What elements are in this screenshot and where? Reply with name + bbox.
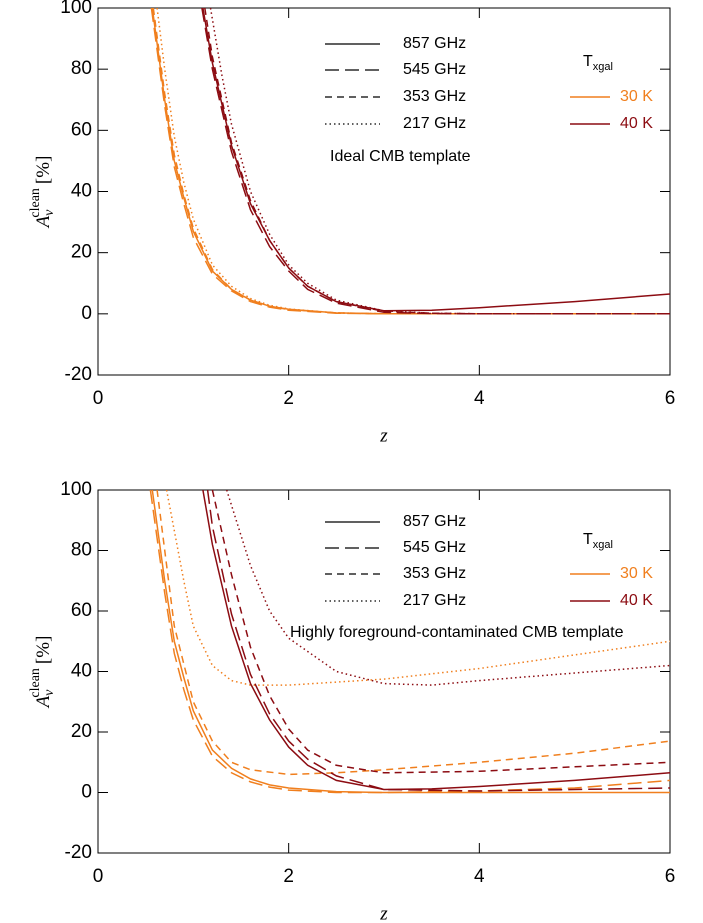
legend-label: 545 GHz	[403, 539, 466, 556]
legend-title-subscript: xgal	[593, 61, 613, 73]
legend-label: 353 GHz	[403, 88, 466, 105]
x-axis-label: z	[379, 425, 388, 446]
series-line	[209, 8, 670, 315]
y-label-symbol: A	[33, 695, 54, 709]
legend-title-subscript: xgal	[593, 539, 613, 551]
legend-label: 30 K	[620, 565, 653, 582]
legend-title-symbol: T	[583, 53, 593, 70]
x-axis-label: z	[379, 903, 388, 923]
series-line	[149, 490, 670, 794]
series-line	[211, 490, 670, 774]
y-tick-label: 100	[60, 479, 92, 500]
x-tick-label: 2	[283, 866, 294, 887]
y-label-superscript: clean	[28, 668, 43, 698]
y-tick-label: 40	[71, 661, 92, 682]
plot-frame	[97, 7, 671, 376]
y-label-unit: [%]	[33, 636, 54, 664]
y-label-symbol: A	[33, 215, 54, 229]
legend-label: 30 K	[620, 88, 653, 105]
legend-label: 40 K	[620, 115, 653, 132]
y-tick-label: 100	[60, 0, 92, 18]
series-line	[156, 490, 670, 776]
y-axis-label: Aνclean [%]	[28, 636, 57, 710]
x-tick-label: 4	[474, 866, 485, 887]
series-line	[202, 490, 670, 791]
legend-label: 217 GHz	[403, 592, 466, 609]
y-tick-label: 40	[71, 181, 92, 202]
x-tick-label: 4	[474, 388, 485, 409]
legend-label: 545 GHz	[403, 61, 466, 78]
y-tick-label: 60	[71, 600, 92, 621]
series-line	[206, 490, 670, 792]
x-tick-label: 0	[93, 866, 104, 887]
annotation: Highly foreground-contaminated CMB templ…	[290, 624, 624, 641]
y-tick-label: 0	[81, 303, 92, 324]
y-axis-label: Aνclean [%]	[28, 156, 57, 230]
legend-title: Txgal	[583, 531, 613, 551]
y-label-subscript: ν	[42, 689, 57, 696]
legend-label: 353 GHz	[403, 565, 466, 582]
series-line	[201, 8, 670, 315]
legend-label: 857 GHz	[403, 513, 466, 530]
annotation: Ideal CMB template	[330, 148, 471, 165]
legend-label: 40 K	[620, 592, 653, 609]
legend-title: Txgal	[583, 53, 613, 73]
series-line	[225, 490, 670, 686]
y-tick-label: 0	[81, 782, 92, 803]
y-tick-label: 20	[71, 721, 92, 742]
y-label-subscript: ν	[42, 209, 57, 216]
y-tick-label: 60	[71, 119, 92, 140]
y-tick-label: 80	[71, 58, 92, 79]
y-label-superscript: clean	[28, 188, 43, 218]
legend-label: 217 GHz	[403, 115, 466, 132]
y-tick-label: -20	[65, 842, 92, 863]
y-label-unit: [%]	[33, 156, 54, 184]
series-line	[204, 8, 670, 315]
x-tick-label: 6	[665, 866, 676, 887]
series-line	[151, 490, 670, 794]
x-tick-label: 6	[665, 388, 676, 409]
x-tick-label: 0	[93, 388, 104, 409]
y-tick-label: -20	[65, 364, 92, 385]
y-tick-label: 80	[71, 540, 92, 561]
y-tick-label: 20	[71, 242, 92, 263]
legend-title-symbol: T	[583, 531, 593, 548]
legend-label: 857 GHz	[403, 35, 466, 52]
plot-frame	[97, 489, 671, 854]
x-tick-label: 2	[283, 388, 294, 409]
